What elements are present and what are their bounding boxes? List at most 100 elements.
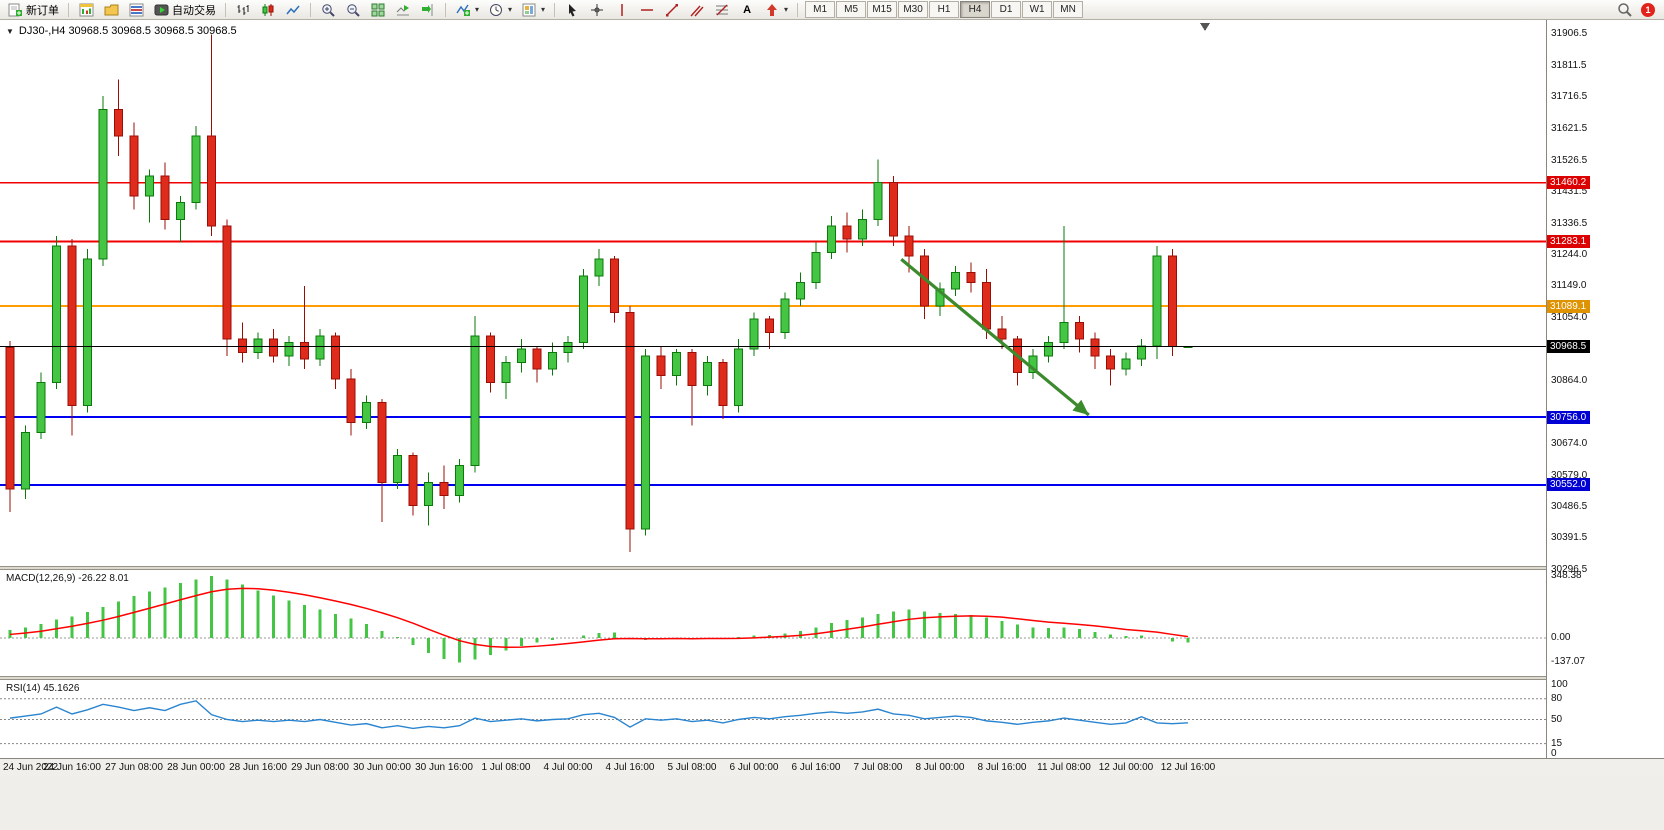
zoom-in-icon (320, 2, 336, 18)
auto-scroll-button[interactable] (391, 0, 415, 19)
candlestick-chart-icon (260, 2, 276, 18)
new-order-label: 新订单 (26, 4, 59, 17)
candlestick-chart-button[interactable] (256, 0, 280, 19)
horizontal-line-button[interactable] (635, 0, 659, 19)
market-watch-button[interactable] (124, 0, 148, 19)
price-axis: 31906.5 31811.5 31716.5 31621.5 31526.5 31431… (1547, 20, 1664, 758)
notification-badge[interactable]: 1 (1641, 2, 1655, 17)
market-watch-icon (128, 2, 144, 18)
price-axis-tick: 30674.0 (1551, 438, 1588, 450)
clock-icon (488, 2, 504, 18)
rsi-axis-tick: 15 (1551, 737, 1563, 749)
vertical-line-button[interactable] (610, 0, 634, 19)
one-click-trading-toggle[interactable]: ▼ (6, 26, 14, 36)
timeframe-m30-button[interactable]: M30 (898, 1, 929, 18)
new-order-icon (7, 2, 23, 18)
time-axis-label: 6 Jul 16:00 (791, 762, 841, 773)
time-axis: 24 Jun 2022 24 Jun 16:00 27 Jun 08:00 28 Ju… (0, 758, 1664, 777)
periods-button[interactable]: ▾ (484, 0, 516, 19)
line-chart-button[interactable] (281, 0, 305, 19)
search-button[interactable] (1612, 0, 1636, 19)
indicators-button[interactable]: ▾ (451, 0, 483, 19)
time-axis-label: 5 Jul 08:00 (667, 762, 717, 773)
time-axis-label: 29 Jun 08:00 (291, 762, 349, 773)
timeframe-mn-button[interactable]: MN (1053, 1, 1084, 18)
timeframe-m1-button[interactable]: M1 (805, 1, 836, 18)
time-axis-label: 4 Jul 16:00 (605, 762, 655, 773)
panel-splitter[interactable] (0, 676, 1664, 680)
search-icon (1616, 2, 1632, 18)
cursor-button[interactable] (560, 0, 584, 19)
chart-shift-icon (420, 2, 436, 18)
new-chart-button[interactable] (74, 0, 98, 19)
indicators-icon (455, 2, 471, 18)
time-axis-label: 30 Jun 00:00 (353, 762, 411, 773)
price-chart-panel[interactable]: ▼ DJ30-,H4 30968.5 30968.5 30968.5 30968… (0, 20, 1546, 566)
price-axis-tick: 31621.5 (1551, 122, 1588, 134)
toolbar-separator (225, 2, 226, 17)
chevron-down-icon: ▾ (541, 5, 546, 14)
time-axis-label: 28 Jun 00:00 (167, 762, 225, 773)
new-order-button[interactable]: 新订单 (3, 0, 63, 19)
price-level-badge: 31089.1 (1547, 299, 1591, 313)
time-axis-label: 4 Jul 00:00 (543, 762, 593, 773)
price-level-badge: 31283.1 (1547, 235, 1591, 249)
timeframe-h1-button[interactable]: H1 (929, 1, 960, 18)
chevron-down-icon: ▾ (475, 5, 480, 14)
time-axis-label: 30 Jun 16:00 (415, 762, 473, 773)
rsi-svg (0, 698, 1546, 745)
autotrading-icon (153, 2, 169, 18)
timeframe-h4-button[interactable]: H4 (960, 1, 991, 18)
equidistant-channel-button[interactable] (685, 0, 709, 19)
timeframe-group: M1 M5 M15 M30 H1 H4 D1 W1 MN (805, 1, 1084, 18)
text-icon: A (743, 3, 752, 16)
macd-panel[interactable]: MACD(12,26,9) -26.22 8.01 (0, 570, 1546, 676)
chart-shift-marker (1200, 23, 1210, 31)
time-axis-label: 7 Jul 08:00 (853, 762, 903, 773)
time-axis-label: 12 Jul 16:00 (1160, 762, 1216, 773)
timeframe-m5-button[interactable]: M5 (836, 1, 867, 18)
fibonacci-icon (714, 2, 730, 18)
window-background (0, 776, 1664, 830)
templates-icon (521, 2, 537, 18)
trendline-button[interactable] (660, 0, 684, 19)
trend-arrow (900, 257, 1090, 417)
tile-windows-button[interactable] (366, 0, 390, 19)
macd-axis-tick: -137.07 (1551, 656, 1585, 668)
zoom-in-button[interactable] (316, 0, 340, 19)
crosshair-button[interactable] (585, 0, 609, 19)
time-axis-label: 24 Jun 2022 (3, 762, 59, 773)
bar-chart-icon (235, 2, 251, 18)
timeframe-w1-button[interactable]: W1 (1022, 1, 1053, 18)
zoom-out-button[interactable] (341, 0, 365, 19)
time-axis-label: 27 Jun 08:00 (105, 762, 163, 773)
autotrading-button[interactable]: 自动交易 (149, 0, 220, 19)
timeframe-d1-button[interactable]: D1 (991, 1, 1022, 18)
timeframe-m15-button[interactable]: M15 (867, 1, 898, 18)
chart-shift-button[interactable] (416, 0, 440, 19)
price-axis-tick: 31906.5 (1551, 28, 1588, 39)
vertical-line-icon (614, 2, 630, 18)
bar-chart-button[interactable] (231, 0, 255, 19)
fibonacci-button[interactable] (710, 0, 734, 19)
templates-button[interactable]: ▾ (517, 0, 549, 19)
equidistant-channel-icon (689, 2, 705, 18)
profiles-button[interactable] (99, 0, 123, 19)
macd-axis-tick: 348.38 (1551, 569, 1582, 581)
macd-axis-tick: 0.00 (1551, 632, 1571, 643)
rsi-panel[interactable]: RSI(14) 45.1626 (0, 680, 1546, 758)
rsi-axis-tick: 100 (1551, 679, 1568, 690)
price-level-badge: 30552.0 (1547, 478, 1591, 492)
price-axis-tick: 31244.0 (1551, 248, 1588, 260)
panel-splitter[interactable] (0, 566, 1664, 570)
price-axis-tick: 31149.0 (1551, 280, 1587, 292)
main-toolbar: 新订单 自动交易 (0, 0, 1664, 20)
horizontal-line-icon (639, 2, 655, 18)
price-axis-tick: 30391.5 (1551, 532, 1588, 544)
price-axis-tick: 31336.5 (1551, 217, 1588, 229)
chevron-down-icon: ▾ (784, 5, 789, 14)
crosshair-icon (589, 2, 605, 18)
arrows-button[interactable]: ▾ (760, 0, 792, 19)
text-button[interactable]: A (735, 0, 759, 19)
price-level-badge: 30968.5 (1547, 339, 1591, 353)
